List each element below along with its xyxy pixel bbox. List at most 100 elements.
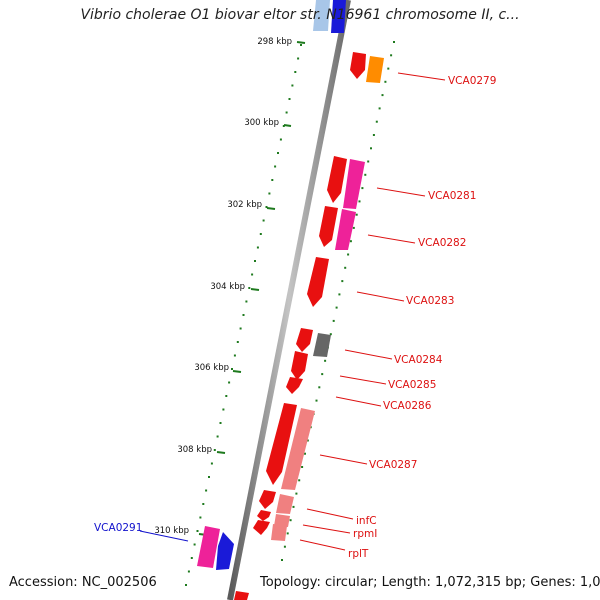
guide-dot xyxy=(282,125,285,127)
gene-feature-vca0280[interactable] xyxy=(327,156,347,203)
guide-dot xyxy=(187,570,190,573)
gene-feature-top-blue-light[interactable] xyxy=(313,0,330,31)
gene-label-vca0286[interactable]: VCA0286 xyxy=(383,400,432,412)
gene-feature-rplt[interactable] xyxy=(271,524,287,541)
gene-feature-vca0282a[interactable] xyxy=(319,206,338,247)
leader-line-rpmi xyxy=(302,524,351,534)
gene-feature-vca0286[interactable] xyxy=(286,377,303,394)
guide-dot xyxy=(281,559,283,561)
guide-dot xyxy=(324,359,327,362)
guide-dot xyxy=(364,173,367,176)
guide-dot xyxy=(367,160,370,163)
guide-dot xyxy=(271,179,274,181)
leader-line-vca0291 xyxy=(139,530,189,542)
guide-dot xyxy=(393,41,395,43)
guide-dot xyxy=(259,233,262,235)
guide-dot xyxy=(297,57,300,60)
guide-dot xyxy=(321,373,324,376)
tick-304 xyxy=(250,288,260,291)
gene-feature-vca0284[interactable] xyxy=(313,333,331,357)
guide-dot xyxy=(190,557,193,559)
gene-feature-rpmi[interactable] xyxy=(274,514,290,527)
gene-feature-vca0282[interactable] xyxy=(335,209,356,250)
gene-feature-vca0284a[interactable] xyxy=(296,328,313,352)
guide-dot xyxy=(251,273,254,276)
gene-feature-vca0287a[interactable] xyxy=(266,403,297,485)
gene-feature-infc[interactable] xyxy=(276,494,294,514)
gene-label-vca0287[interactable]: VCA0287 xyxy=(369,459,417,471)
guide-dot xyxy=(361,187,364,190)
guide-dot xyxy=(381,94,384,97)
guide-dot xyxy=(289,519,292,522)
guide-dot xyxy=(315,399,318,402)
guide-dot xyxy=(199,516,202,519)
gene-label-rplt[interactable]: rplT xyxy=(348,548,369,560)
genome-stats-text: Topology: circular; Length: 1,072,315 bp… xyxy=(260,575,600,590)
gene-feature-vca0283[interactable] xyxy=(307,257,329,307)
leader-line-vca0279 xyxy=(397,72,446,81)
position-label-310: 310 kbp xyxy=(154,526,189,536)
backbone xyxy=(227,0,351,600)
gene-feature-vca0287[interactable] xyxy=(281,408,315,490)
guide-dot xyxy=(268,192,271,195)
guide-dot xyxy=(193,543,196,546)
guide-dot xyxy=(236,341,239,343)
gene-label-vca0279[interactable]: VCA0279 xyxy=(448,75,496,87)
guide-dot xyxy=(277,152,279,154)
guide-dot xyxy=(185,584,187,586)
guide-dot xyxy=(301,466,304,468)
guide-dot xyxy=(256,246,259,249)
guide-dot xyxy=(341,280,344,283)
gene-label-vca0285[interactable]: VCA0285 xyxy=(388,379,436,391)
guide-dot xyxy=(248,287,251,289)
gene-label-vca0283[interactable]: VCA0283 xyxy=(406,295,454,307)
gene-label-infc[interactable]: infC xyxy=(356,515,377,527)
guide-dot xyxy=(306,439,309,442)
gene-feature-vca0279[interactable] xyxy=(366,56,384,83)
leader-line-infc xyxy=(306,508,354,520)
gene-feature-top-blue[interactable] xyxy=(331,0,346,33)
gene-labels: VCA0279 VCA0281 VCA0282 VCA0283 VCA0284 … xyxy=(94,72,496,560)
guide-dot xyxy=(332,319,335,322)
guide-dot xyxy=(390,54,393,57)
leader-line-vca0285 xyxy=(339,375,387,385)
guide-dot xyxy=(228,381,231,384)
guide-dot xyxy=(355,213,358,216)
guide-dot xyxy=(294,71,297,73)
leader-line-rplt xyxy=(299,539,346,551)
guide-dot xyxy=(274,165,277,168)
gene-feature-vca0291[interactable] xyxy=(197,526,220,568)
position-label-308: 308 kbp xyxy=(177,445,212,455)
guide-dot xyxy=(222,408,225,411)
guide-dot xyxy=(378,107,381,110)
gene-label-vca0291[interactable]: VCA0291 xyxy=(94,522,142,534)
gene-label-vca0281[interactable]: VCA0281 xyxy=(428,190,476,202)
gene-feature-vca0285[interactable] xyxy=(291,351,308,380)
gene-feature-bottom[interactable] xyxy=(234,591,249,600)
gene-feature-rplt-a[interactable] xyxy=(253,520,270,535)
position-label-302: 302 kbp xyxy=(227,200,262,210)
gene-feature-vca0278[interactable] xyxy=(350,52,366,79)
gene-feature-infc-a[interactable] xyxy=(259,490,276,509)
guide-dot xyxy=(304,452,306,455)
map-title: Vibrio cholerae O1 biovar eltor str. N16… xyxy=(80,7,520,23)
guide-dot xyxy=(349,240,352,243)
gene-label-rpmi[interactable]: rpmI xyxy=(353,528,377,540)
guide-dot xyxy=(300,44,302,46)
gene-feature-vca0292[interactable] xyxy=(216,532,234,570)
gene-label-vca0282[interactable]: VCA0282 xyxy=(418,237,466,249)
kbp-scale: 298 kbp 300 kbp 302 kbp 304 kbp 306 kbp … xyxy=(154,37,306,536)
gene-label-vca0284[interactable]: VCA0284 xyxy=(394,354,443,366)
guide-dot xyxy=(279,138,282,141)
accession-text: Accession: NC_002506 xyxy=(9,575,157,590)
tick-302 xyxy=(266,207,276,210)
gene-feature-vca0281[interactable] xyxy=(343,159,365,209)
gene-feature-rpmi-a[interactable] xyxy=(257,510,271,521)
guide-dot xyxy=(233,354,236,357)
guide-dot xyxy=(285,111,288,114)
leader-line-vca0284 xyxy=(344,349,393,360)
guide-dot xyxy=(202,503,205,505)
guide-dot xyxy=(213,449,216,451)
leader-line-vca0287 xyxy=(319,454,368,465)
